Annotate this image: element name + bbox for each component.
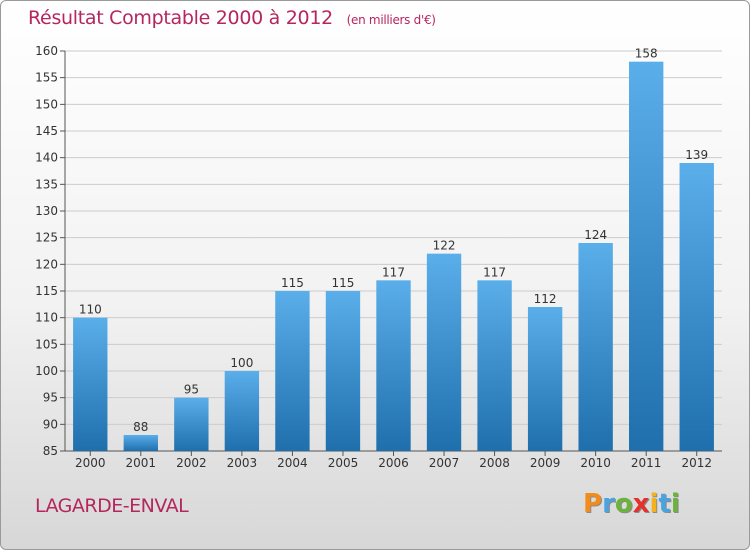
commune-name: LAGARDE-ENVAL bbox=[35, 495, 189, 517]
data-label-2011: 158 bbox=[635, 47, 658, 61]
bar-2005 bbox=[325, 291, 361, 451]
logo-letter: x bbox=[632, 489, 650, 519]
data-label-2009: 112 bbox=[534, 292, 557, 306]
x-tick-label-2005: 2005 bbox=[328, 456, 359, 470]
bar-2007 bbox=[426, 253, 462, 451]
x-tick-label-2000: 2000 bbox=[75, 456, 106, 470]
data-label-2004: 115 bbox=[281, 276, 304, 290]
data-label-2008: 117 bbox=[483, 265, 506, 279]
x-tick-label-2002: 2002 bbox=[176, 456, 207, 470]
y-tick-label: 125 bbox=[35, 231, 58, 245]
y-tick-label: 105 bbox=[35, 337, 58, 351]
x-tick-label-2009: 2009 bbox=[530, 456, 561, 470]
logo-letter: i bbox=[670, 489, 680, 519]
x-tick-label-2007: 2007 bbox=[429, 456, 460, 470]
logo-letter: t bbox=[658, 489, 671, 519]
x-tick-label-2011: 2011 bbox=[631, 456, 662, 470]
axes: 85 90 95 100 105 110 115 120 125 130 135 140 145 150 1… bbox=[35, 44, 722, 470]
chart-title-text: Résultat Comptable 2000 à 2012 bbox=[28, 7, 333, 29]
y-tick-label: 160 bbox=[35, 44, 58, 58]
data-label-2001: 88 bbox=[133, 420, 148, 434]
y-tick-label: 150 bbox=[35, 97, 58, 111]
bar-2000 bbox=[73, 317, 108, 451]
data-label-2007: 122 bbox=[433, 239, 456, 253]
data-label-2002: 95 bbox=[184, 383, 199, 397]
bar-2002 bbox=[174, 397, 209, 451]
proxiti-logo: Proxiti bbox=[583, 489, 680, 519]
data-label-2000: 110 bbox=[79, 303, 102, 317]
data-labels: 110 88 95 100 115 115 117 122 117 112 124 158 139 bbox=[79, 47, 708, 434]
data-label-2005: 115 bbox=[332, 276, 355, 290]
logo-letter: o bbox=[614, 489, 633, 519]
data-label-2010: 124 bbox=[584, 228, 607, 242]
logo-letter: i bbox=[649, 489, 659, 519]
y-tick-label: 155 bbox=[35, 71, 58, 85]
logo-letter: P bbox=[583, 489, 603, 519]
x-tick-label-2008: 2008 bbox=[479, 456, 510, 470]
bar-2004 bbox=[275, 291, 310, 451]
x-tick-label-2010: 2010 bbox=[580, 456, 611, 470]
y-tick-label: 145 bbox=[35, 124, 58, 138]
y-tick-label: 100 bbox=[35, 364, 58, 378]
logo-letter: r bbox=[602, 489, 615, 519]
chart-title: Résultat Comptable 2000 à 2012 (en milli… bbox=[28, 7, 436, 29]
data-label-2012: 139 bbox=[685, 148, 708, 162]
bars bbox=[73, 61, 714, 452]
data-label-2006: 117 bbox=[382, 265, 405, 279]
x-tick-label-2001: 2001 bbox=[126, 456, 157, 470]
y-tick-label: 90 bbox=[43, 417, 58, 431]
y-tick-label: 140 bbox=[35, 151, 58, 165]
x-tick-label-2006: 2006 bbox=[378, 456, 409, 470]
bar-2012 bbox=[679, 163, 714, 451]
y-tick-label: 95 bbox=[43, 391, 58, 405]
bar-2001 bbox=[123, 435, 158, 451]
data-label-2003: 100 bbox=[230, 356, 253, 370]
x-tick-label-2004: 2004 bbox=[277, 456, 308, 470]
bar-2006 bbox=[376, 280, 411, 451]
y-tick-label: 85 bbox=[43, 444, 58, 458]
y-tick-label: 115 bbox=[35, 284, 58, 298]
y-tick-label: 120 bbox=[35, 257, 58, 271]
bar-2010 bbox=[578, 243, 613, 451]
x-tick-label-2012: 2012 bbox=[681, 456, 712, 470]
bar-2009 bbox=[527, 307, 563, 451]
bar-2008 bbox=[477, 280, 512, 451]
x-tick-label-2003: 2003 bbox=[227, 456, 258, 470]
bar-2011 bbox=[629, 61, 664, 452]
y-tick-label: 130 bbox=[35, 204, 58, 218]
y-tick-label: 110 bbox=[35, 311, 58, 325]
y-tick-label: 135 bbox=[35, 177, 58, 191]
chart-unit: (en milliers d'€) bbox=[346, 13, 436, 27]
bar-2003 bbox=[224, 371, 260, 451]
